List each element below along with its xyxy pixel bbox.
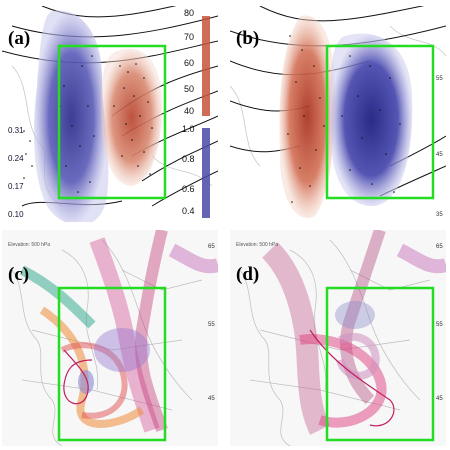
side-scale-tick-1: 0.31 bbox=[8, 126, 24, 135]
lat-tick-3: 45 bbox=[208, 396, 215, 402]
ensemble-blob bbox=[335, 301, 375, 329]
colorbar-blue bbox=[202, 128, 210, 218]
ensemble-ribbon bbox=[340, 230, 386, 405]
ensemble-ribbon bbox=[168, 243, 218, 274]
country-borders bbox=[11, 239, 203, 446]
panel-d-map: Elevation: 500 hPa (d) 65 55 45 bbox=[230, 230, 446, 446]
colorbar-red-tick-1: 80 bbox=[184, 8, 195, 18]
country-borders bbox=[239, 239, 431, 446]
panel-label: (b) bbox=[236, 28, 260, 49]
ensemble-ribbon bbox=[336, 332, 380, 380]
coastline bbox=[230, 25, 446, 167]
highlight-box bbox=[325, 44, 435, 200]
side-scale-tick-3: 0.17 bbox=[8, 182, 24, 191]
colorbar-blue-tick-2: 0.8 bbox=[182, 154, 195, 164]
lat-tick-1: 65 bbox=[436, 244, 443, 250]
colorbar-red-tick-2: 70 bbox=[184, 32, 195, 42]
lat-tick-3: 45 bbox=[436, 396, 443, 402]
lat-tick-2: 55 bbox=[208, 322, 215, 328]
colorbar-red-tick-3: 60 bbox=[184, 58, 195, 68]
colorbar-blue-tick-3: 0.6 bbox=[182, 184, 195, 194]
ensemble-blob bbox=[78, 370, 94, 394]
lat-tick-1: 65 bbox=[208, 244, 215, 250]
highlight-box bbox=[57, 286, 167, 442]
stipple-dots bbox=[287, 35, 401, 203]
ensemble-ribbon bbox=[39, 306, 145, 428]
blue-probability-region bbox=[330, 33, 413, 207]
ensemble-line bbox=[63, 349, 93, 405]
lat-tick-1: 55 bbox=[436, 76, 443, 82]
ensemble-blob bbox=[94, 328, 150, 372]
panel-label: (c) bbox=[8, 264, 30, 285]
ensemble-ribbon bbox=[89, 237, 160, 433]
colorbar-blue-tick-1: 1.0 bbox=[182, 124, 195, 134]
panel-c-plot bbox=[2, 230, 218, 446]
colorbar-red-tick-5: 40 bbox=[184, 106, 195, 116]
highlight-box bbox=[57, 44, 167, 200]
side-scale-tick-4: 0.10 bbox=[8, 210, 24, 219]
panel-a-plot bbox=[2, 6, 218, 222]
colorbar-red bbox=[202, 16, 210, 116]
panel-b-plot bbox=[230, 6, 446, 222]
colorbar-blue-tick-4: 0.4 bbox=[182, 206, 195, 216]
blue-probability-region bbox=[34, 10, 109, 222]
side-scale-dots bbox=[23, 130, 33, 179]
elevation-label: Elevation: 500 hPa bbox=[8, 242, 50, 248]
ensemble-ribbon bbox=[396, 243, 446, 274]
colorbar-red-tick-4: 50 bbox=[184, 84, 195, 94]
panel-d-plot bbox=[230, 230, 446, 446]
red-probability-region bbox=[101, 48, 162, 187]
lat-tick-2: 45 bbox=[436, 152, 443, 158]
ensemble-ribbon bbox=[135, 230, 168, 432]
red-probability-region bbox=[279, 15, 335, 218]
ensemble-ribbon bbox=[19, 265, 96, 329]
lat-tick-2: 55 bbox=[436, 322, 443, 328]
ensemble-ribbon bbox=[261, 242, 331, 435]
panel-b-map: (b) 55 45 35 bbox=[230, 6, 446, 222]
panel-c-map: Elevation: 500 hPa (c) 65 55 45 bbox=[2, 230, 218, 446]
panel-label: (a) bbox=[8, 28, 31, 49]
highlight-box bbox=[325, 286, 435, 442]
elevation-label: Elevation: 500 hPa bbox=[236, 242, 278, 248]
lat-tick-3: 35 bbox=[436, 212, 443, 218]
side-scale-tick-2: 0.24 bbox=[8, 154, 24, 163]
ensemble-ribbon bbox=[60, 342, 128, 419]
ensemble-ribbon bbox=[299, 334, 387, 428]
panel-a-map: (a) 80 70 60 50 40 1.0 0.8 0.6 0.4 0.31 … bbox=[2, 6, 218, 222]
panel-label: (d) bbox=[236, 264, 260, 285]
